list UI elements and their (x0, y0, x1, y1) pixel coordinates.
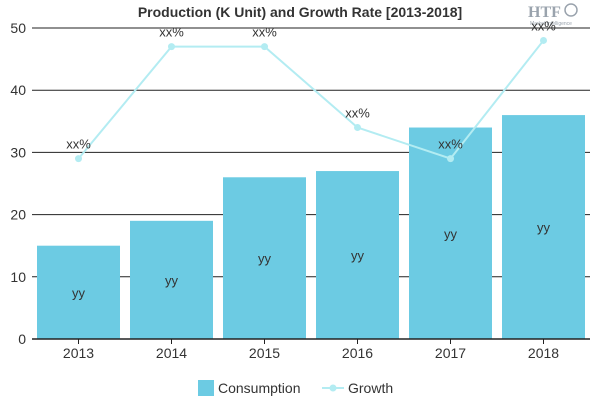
logo-tagline: Market Intelligence (530, 21, 572, 27)
growth-point-2013 (75, 155, 82, 163)
x-tick-label: 2016 (342, 345, 373, 361)
chart-title: Production (K Unit) and Growth Rate [201… (138, 4, 462, 20)
growth-point-2018 (540, 36, 547, 44)
x-tick-label: 2015 (249, 345, 280, 361)
bar-value-label: yy (258, 251, 272, 266)
bar-consumption-2014 (130, 220, 213, 339)
bar-value-label: yy (165, 273, 179, 288)
logo-text: HTF (528, 4, 561, 21)
y-tick-label: 0 (18, 331, 26, 347)
growth-value-label: xx% (531, 18, 556, 33)
bar-consumption-2017 (409, 127, 492, 340)
bar-value-label: yy (351, 248, 365, 263)
y-tick-label: 20 (10, 207, 26, 223)
growth-value-label: xx% (252, 25, 277, 40)
growth-point-2014 (168, 43, 175, 51)
bar-value-label: yy (72, 285, 86, 300)
legend: Consumption Growth (198, 380, 393, 396)
legend-label-consumption: Consumption (218, 380, 301, 396)
data-labels: yy yy yy yy yy yy xx% xx% xx% xx% xx% xx% (66, 18, 556, 300)
x-tick-label: 2018 (528, 345, 559, 361)
growth-value-label: xx% (159, 25, 184, 40)
legend-label-growth: Growth (348, 380, 393, 396)
growth-series-line (77, 39, 545, 160)
y-tick-label: 10 (10, 269, 26, 285)
bar-consumption-2016 (316, 171, 399, 339)
bar-consumption-2015 (223, 177, 306, 339)
growth-value-label: xx% (345, 106, 370, 121)
bar-consumption-2018 (502, 115, 585, 339)
bar-value-label: yy (444, 226, 458, 241)
bars (37, 115, 585, 340)
x-tick-label: 2017 (435, 345, 466, 361)
growth-point-2017 (447, 155, 454, 163)
x-tick-label: 2013 (63, 345, 94, 361)
bar-consumption-2013 (37, 245, 120, 339)
growth-value-label: xx% (438, 137, 463, 152)
growth-point-2015 (261, 43, 268, 51)
growth-line (75, 36, 547, 163)
legend-swatch-consumption (198, 380, 214, 396)
growth-value-label: xx% (66, 137, 91, 152)
y-tick-label: 50 (10, 20, 26, 36)
htf-logo: HTF Market Intelligence (528, 3, 578, 27)
growth-point-2016 (354, 124, 361, 132)
x-axis: 2013 2014 2015 2016 2017 2018 (32, 338, 590, 361)
y-tick-label: 30 (10, 144, 26, 160)
y-axis: 0 10 20 30 40 50 (10, 20, 26, 347)
legend-swatch-growth-marker (329, 384, 337, 392)
y-tick-label: 40 (10, 82, 26, 98)
globe-icon (564, 3, 578, 17)
x-tick-label: 2014 (156, 345, 187, 361)
bar-value-label: yy (537, 220, 551, 235)
